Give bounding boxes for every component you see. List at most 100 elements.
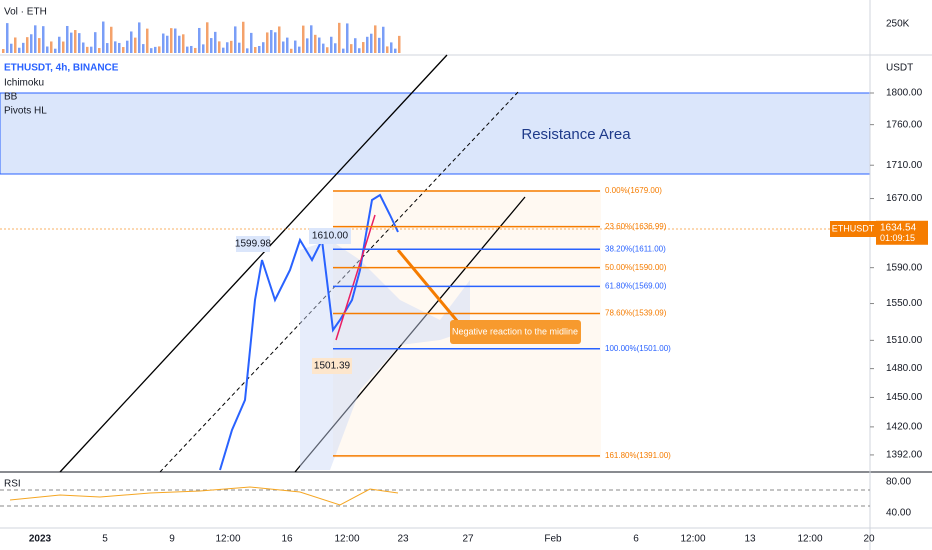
price-tick: 1760.00 [886,119,923,130]
volume-bar [262,42,265,53]
fib-label: 161.80%(1391.00) [605,451,671,460]
volume-bar [62,41,65,53]
volume-bar [194,47,197,53]
time-tick: Feb [544,534,562,545]
volume-bar [54,48,57,53]
time-tick: 12:00 [334,534,359,545]
volume-bar [238,42,241,53]
volume-bar [46,46,49,53]
volume-bar [10,43,13,53]
volume-bar [162,33,165,53]
volume-bar [210,38,213,53]
pivot-box [236,236,270,252]
fib-label: 23.60%(1636.99) [605,222,667,231]
volume-bar [222,47,225,53]
volume-bar [326,47,329,53]
ichimoku-cloud [300,240,470,470]
volume-bar [122,47,125,53]
volume-bar [302,25,305,53]
volume-bar [322,43,325,53]
time-tick: 16 [281,534,293,545]
pivot-box [312,358,352,374]
volume-bar [354,38,357,53]
volume-bar [58,36,61,53]
volume-bar [50,41,53,53]
volume-bar [274,32,277,53]
volume-bar [78,33,81,53]
volume-bar [42,26,45,53]
time-tick: 12:00 [797,534,822,545]
volume-bar [138,22,141,53]
volume-bar [282,41,285,53]
annotation: Negative reaction to the midline [452,326,578,336]
volume-bar [70,32,73,53]
volume-bar [290,48,293,53]
time-tick: 2023 [29,534,52,545]
time-tick: 20 [863,534,875,545]
volume-bar [338,22,341,53]
volume-bar [294,40,297,53]
price-unit: USDT [886,63,913,74]
volume-bar [118,42,121,53]
price-tick: 1510.00 [886,335,923,346]
volume-bar [74,30,77,53]
volume-bar [130,31,133,53]
volume-bar [178,35,181,53]
volume-bar [86,46,89,53]
volume-bar [330,36,333,53]
volume-bar [158,46,161,53]
volume-bar [306,38,309,53]
symbol-tag-text: ETHUSDT [832,223,875,233]
volume-bar [14,37,17,53]
volume-bar [362,42,365,53]
time-tick: 6 [633,534,639,545]
volume-bar [146,28,149,53]
volume-bar [202,44,205,53]
volume-bar [218,41,221,53]
volume-bar [246,48,249,53]
symbol-tag [830,221,876,237]
volume-bar [182,34,185,53]
price-tick: 1800.00 [886,88,923,99]
price-tick: 1590.00 [886,262,923,273]
volume-bar [334,43,337,53]
volume-label: Vol · ETH [4,7,47,18]
pivot-label: 1610.00 [312,231,349,242]
volume-bar [186,46,189,53]
volume-tick: 250K [886,19,910,30]
price-tick: 1450.00 [886,392,923,403]
volume-bar [242,21,245,53]
volume-bar [34,25,37,53]
volume-bar [314,34,317,53]
volume-bar [82,42,85,53]
price-tick: 1670.00 [886,193,923,204]
volume-bar [254,47,257,53]
indicator: BB [4,92,18,103]
volume-bar [166,35,169,53]
pivot-label: 1501.39 [314,361,351,372]
price-tick: 1550.00 [886,298,923,309]
volume-bar [26,37,29,53]
rsi-line [9,486,399,506]
rsi-tick: 40.00 [886,508,911,519]
volume-bar [90,46,93,53]
time-tick: 23 [397,534,409,545]
volume-bar [206,22,209,53]
price-tick: 1420.00 [886,422,923,433]
volume-bar [190,45,193,53]
time-tick: 27 [462,534,474,545]
fib-label: 0.00%(1679.00) [605,186,662,195]
price-tick: 1480.00 [886,363,923,374]
volume-bar [6,23,9,53]
volume-bar [134,37,137,53]
price-tag-text: 1634.54 [880,222,917,233]
volume-bar [258,45,261,53]
indicator: Ichimoku [4,78,44,89]
fib-label: 61.80%(1569.00) [605,281,667,290]
fib-label: 78.60%(1539.09) [605,309,667,318]
volume-bar [150,48,153,53]
fib-label: 38.20%(1611.00) [605,244,666,253]
volume-bar [374,25,377,53]
volume-bar [142,44,145,53]
